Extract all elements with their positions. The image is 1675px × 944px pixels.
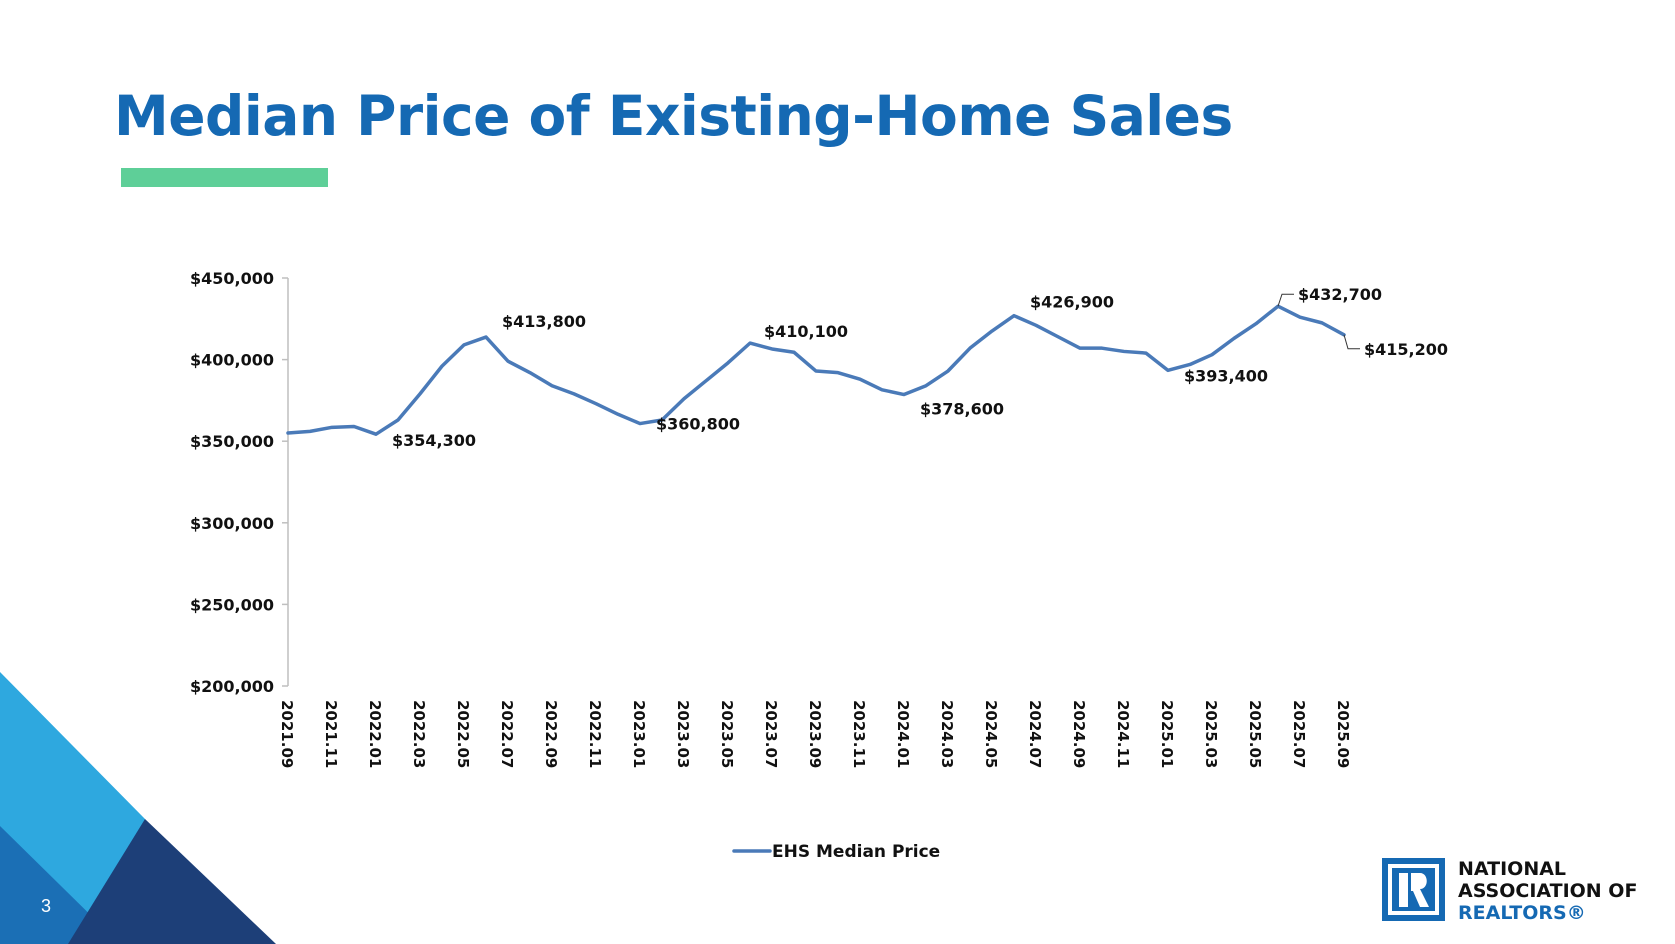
x-tick-label: 2021.09 <box>278 700 296 768</box>
title-accent-bar <box>121 168 328 187</box>
nar-logo: NATIONAL ASSOCIATION OF REALTORS® <box>1382 858 1662 926</box>
data-label: $413,800 <box>502 312 586 331</box>
corner-decoration <box>0 672 276 944</box>
y-tick-label: $350,000 <box>190 432 274 451</box>
x-tick-label: 2022.03 <box>410 700 428 768</box>
data-label: $378,600 <box>920 400 1004 419</box>
x-tick-label: 2023.01 <box>630 700 648 768</box>
x-tick-label: 2024.09 <box>1070 700 1088 768</box>
logo-line-2: ASSOCIATION OF <box>1458 880 1638 902</box>
x-tick-label: 2023.05 <box>718 700 736 768</box>
data-label: $354,300 <box>392 431 476 450</box>
data-label: $410,100 <box>764 322 848 341</box>
x-tick-label: 2024.07 <box>1026 700 1044 768</box>
data-label: $432,700 <box>1298 285 1382 304</box>
realtor-r-logo-icon <box>1382 858 1445 921</box>
x-tick-label: 2025.09 <box>1334 700 1352 768</box>
legend-label: EHS Median Price <box>772 842 940 862</box>
x-tick-label: 2025.03 <box>1202 700 1220 768</box>
x-tick-label: 2022.05 <box>454 700 472 768</box>
page-number: 3 <box>41 896 52 916</box>
series-line-ehs-median-price <box>286 304 1346 436</box>
x-tick-label: 2023.07 <box>762 700 780 768</box>
x-tick-label: 2021.11 <box>322 700 340 768</box>
x-tick-label: 2022.11 <box>586 700 604 768</box>
logo-line-3: REALTORS® <box>1458 902 1586 924</box>
y-tick-label: $400,000 <box>190 351 274 370</box>
x-tick-label: 2023.11 <box>850 700 868 768</box>
x-tick-label: 2023.03 <box>674 700 692 768</box>
data-label: $426,900 <box>1030 293 1114 312</box>
x-tick-label: 2022.01 <box>366 700 384 768</box>
y-tick-label: $200,000 <box>190 677 274 696</box>
x-tick-label: 2022.07 <box>498 700 516 768</box>
x-tick-label: 2024.11 <box>1114 700 1132 768</box>
x-tick-label: 2022.09 <box>542 700 560 768</box>
x-tick-label: 2023.09 <box>806 700 824 768</box>
data-label: $360,800 <box>656 415 740 434</box>
y-tick-label: $250,000 <box>190 595 274 614</box>
y-tick-label: $300,000 <box>190 514 274 533</box>
x-tick-label: 2024.03 <box>938 700 956 768</box>
x-tick-label: 2024.01 <box>894 700 912 768</box>
x-tick-label: 2025.01 <box>1158 700 1176 768</box>
data-label: $393,400 <box>1184 366 1268 385</box>
x-tick-label: 2025.05 <box>1246 700 1264 768</box>
y-tick-label: $450,000 <box>190 269 274 288</box>
data-label: $415,200 <box>1364 340 1448 359</box>
page-title: Median Price of Existing-Home Sales <box>114 84 1233 148</box>
logo-line-1: NATIONAL <box>1458 858 1567 880</box>
data-label-leader <box>1277 293 1294 307</box>
x-tick-label: 2024.05 <box>982 700 1000 768</box>
x-tick-label: 2025.07 <box>1290 700 1308 768</box>
data-label-leader <box>1343 334 1360 350</box>
